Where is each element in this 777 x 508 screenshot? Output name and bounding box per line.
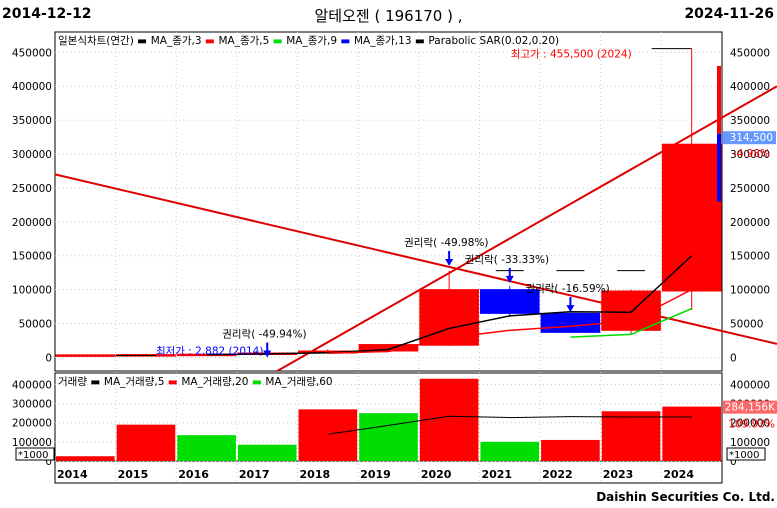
- volume-bar-2014: [56, 456, 115, 461]
- candle-2023: [601, 290, 661, 331]
- price-y-tick-right: 250000: [730, 183, 770, 195]
- rights-arrowhead: [263, 350, 272, 358]
- x-tick-label: 2014: [57, 468, 88, 481]
- rights-label: 권리락( -16.59%): [525, 283, 609, 295]
- volume-unit-right: *1000: [729, 450, 759, 461]
- ma-line: [327, 288, 693, 354]
- rights-arrowhead: [566, 305, 575, 313]
- last-price-badge: [723, 131, 776, 145]
- volume-bar-2023: [601, 411, 661, 461]
- x-tick-label: 2023: [603, 468, 634, 481]
- volume-bar-2017: [237, 444, 297, 461]
- right-range-up: [717, 65, 721, 134]
- end-date: 2024-11-26: [684, 6, 774, 22]
- price-y-tick-left: 100000: [12, 285, 52, 297]
- x-tick-label: 2020: [421, 468, 452, 481]
- volume-bar-2024: [662, 406, 721, 461]
- price-y-tick-left: 250000: [12, 183, 52, 195]
- candle-2014: [55, 354, 116, 357]
- candle-2024: [661, 143, 722, 292]
- volume-bar-2020: [419, 378, 479, 461]
- x-tick-label: 2021: [481, 468, 512, 481]
- price-y-tick-right: 0: [730, 352, 737, 364]
- price-y-tick-left: 400000: [12, 81, 52, 93]
- price-y-tick-left: 0: [45, 352, 52, 364]
- volume-y-tick-right: 0: [730, 456, 737, 468]
- rights-label: 권리락( -49.94%): [222, 328, 306, 340]
- price-legend: 일본식차트(연간) ▬ MA_종가,3 ▬ MA_종가,5 ▬ MA_종가,9 …: [58, 34, 559, 47]
- volume-y-tick-left: 100000: [12, 437, 52, 449]
- right-range-down: [717, 133, 721, 202]
- volume-change: 109.93%: [728, 419, 775, 431]
- price-y-tick-right: 200000: [730, 217, 770, 229]
- max-price-label: 최고가 : 455,500 (2024): [511, 49, 632, 61]
- price-y-tick-right: 400000: [730, 81, 770, 93]
- price-y-tick-right: 450000: [730, 47, 770, 59]
- rights-arrowhead: [505, 275, 514, 283]
- volume-y-tick-left: 300000: [12, 399, 52, 411]
- x-tick-label: 2018: [300, 468, 331, 481]
- volume-bar-2019: [359, 413, 418, 461]
- volume-y-tick-left: 0: [45, 456, 52, 468]
- x-tick-label: 2024: [663, 468, 694, 481]
- price-y-tick-left: 150000: [12, 251, 52, 263]
- rights-label: 권리락( -33.33%): [465, 254, 549, 266]
- volume-unit-box-left: [15, 447, 55, 461]
- rights-arrowhead: [445, 258, 454, 266]
- volume-unit-left: *1000: [18, 450, 48, 461]
- volume-y-tick-right: 400000: [730, 379, 770, 391]
- volume-y-tick-right: 100000: [730, 437, 770, 449]
- volume-bar-2021: [480, 441, 540, 461]
- x-tick-label: 2019: [360, 468, 391, 481]
- price-y-tick-right: 300000: [730, 149, 770, 161]
- ma-line: [206, 255, 693, 356]
- volume-y-tick-left: 200000: [12, 418, 52, 430]
- last-volume: 284,156K: [725, 402, 776, 414]
- price-y-tick-left: 300000: [12, 149, 52, 161]
- volume-bar-2016: [177, 435, 236, 461]
- last-change: -4.98%: [733, 148, 770, 160]
- x-tick-label: 2022: [542, 468, 573, 481]
- footer-company: Daishin Securities Co. Ltd.: [596, 490, 775, 504]
- price-y-tick-left: 50000: [19, 319, 52, 331]
- volume-y-tick-right: 200000: [730, 418, 770, 430]
- candle-2020: [419, 289, 479, 346]
- price-y-tick-right: 100000: [730, 285, 770, 297]
- volume-bar-2015: [116, 424, 176, 461]
- start-date: 2014-12-12: [2, 6, 92, 22]
- price-panel: [54, 31, 723, 372]
- volume-unit-box-right: [726, 447, 766, 461]
- price-y-tick-right: 350000: [730, 115, 770, 127]
- volume-y-tick-left: 400000: [12, 379, 52, 391]
- x-tick-label: 2015: [118, 468, 149, 481]
- volume-bar-2022: [541, 439, 600, 461]
- volume-bar-2018: [298, 409, 358, 461]
- min-price-label: 최저가 : 2,882 (2014): [156, 345, 264, 357]
- last-volume-badge: [723, 400, 777, 414]
- ma-line: [570, 307, 692, 338]
- price-y-tick-left: 350000: [12, 115, 52, 127]
- price-y-tick-left: 200000: [12, 217, 52, 229]
- price-y-tick-right: 50000: [730, 319, 763, 331]
- last-price: 314,500: [730, 132, 773, 144]
- candle-2022: [540, 312, 601, 333]
- rights-label: 권리락( -49.98%): [404, 237, 488, 249]
- chart-header: 2014-12-12 알테오젠 ( 196170 ) , 2024-11-26: [0, 0, 777, 32]
- trendline-up: [276, 85, 777, 372]
- volume-legend: 거래량 ▬ MA_거래량,5 ▬ MA_거래량,20 ▬ MA_거래량,60: [58, 376, 333, 388]
- volume-ma-line: [327, 415, 692, 435]
- candle-2021: [479, 289, 540, 314]
- price-y-tick-left: 450000: [12, 47, 52, 59]
- page-title: 알테오젠 ( 196170 ) ,: [314, 7, 463, 25]
- x-tick-label: 2016: [178, 468, 209, 481]
- x-tick-label: 2017: [239, 468, 270, 481]
- price-y-tick-right: 150000: [730, 251, 770, 263]
